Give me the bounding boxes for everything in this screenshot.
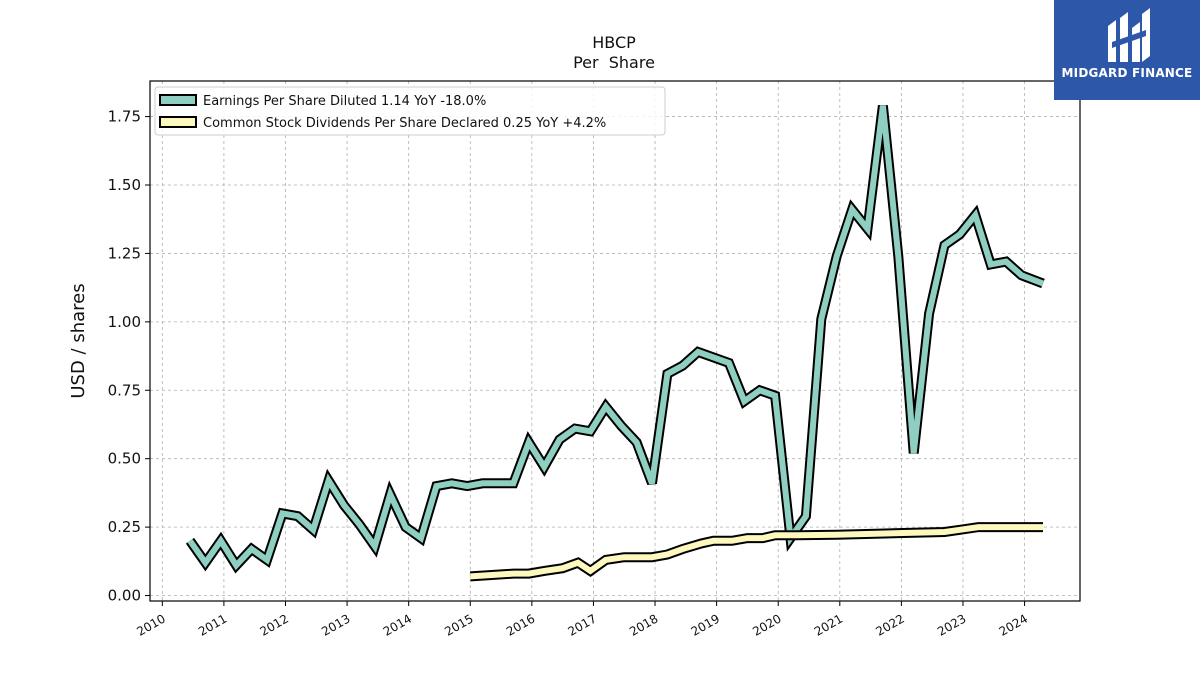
y-tick-label: 1.00: [108, 313, 141, 331]
x-tick-label: 2013: [319, 611, 352, 638]
x-tick-label: 2021: [812, 611, 845, 638]
legend-label-1: Common Stock Dividends Per Share Declare…: [203, 116, 606, 131]
y-tick-label: 0.00: [108, 587, 141, 605]
x-tick-label: 2020: [750, 611, 783, 638]
logo-mark-icon: [1108, 8, 1150, 62]
y-tick-label: 0.25: [108, 518, 141, 536]
chart-title: HBCP: [592, 33, 636, 52]
y-tick-label: 1.25: [108, 244, 141, 262]
x-tick-label: 2018: [627, 611, 660, 638]
x-tick-label: 2014: [381, 611, 414, 638]
x-tick-label: 2017: [565, 611, 598, 638]
series-0-outline: [185, 104, 1045, 574]
y-tick-label: 0.50: [108, 450, 141, 468]
legend-swatch-0: [159, 94, 197, 106]
x-tick-label: 2012: [258, 611, 291, 638]
legend-label-0: Earnings Per Share Diluted 1.14 YoY -18.…: [203, 94, 486, 109]
y-tick-label: 0.75: [108, 381, 141, 399]
y-tick-label: 1.50: [108, 176, 141, 194]
x-tick-label: 2010: [134, 611, 167, 638]
series-0-line: [187, 105, 1045, 571]
series-1-line: [470, 524, 1043, 580]
x-tick-label: 2023: [935, 611, 968, 638]
x-tick-label: 2011: [196, 611, 229, 638]
legend: Earnings Per Share Diluted 1.14 YoY -18.…: [154, 86, 666, 136]
chart-subtitle: Per Share: [573, 53, 655, 72]
legend-box: [154, 86, 666, 136]
legend-swatch-1: [159, 116, 197, 128]
brand-logo: MIDGARD FINANCE: [1054, 0, 1200, 100]
x-tick-label: 2022: [873, 611, 906, 638]
x-tick-label: 2015: [442, 611, 475, 638]
x-tick-label: 2024: [997, 611, 1030, 638]
y-axis-label: USD / shares: [68, 283, 89, 398]
grid: [150, 81, 1080, 601]
x-tick-label: 2019: [689, 611, 722, 638]
series-layer: [185, 104, 1045, 582]
brand-name: MIDGARD FINANCE: [1061, 66, 1193, 80]
y-tick-label: 1.75: [108, 108, 141, 126]
plot-frame: [149, 80, 1081, 602]
x-tick-label: 2016: [504, 611, 537, 638]
